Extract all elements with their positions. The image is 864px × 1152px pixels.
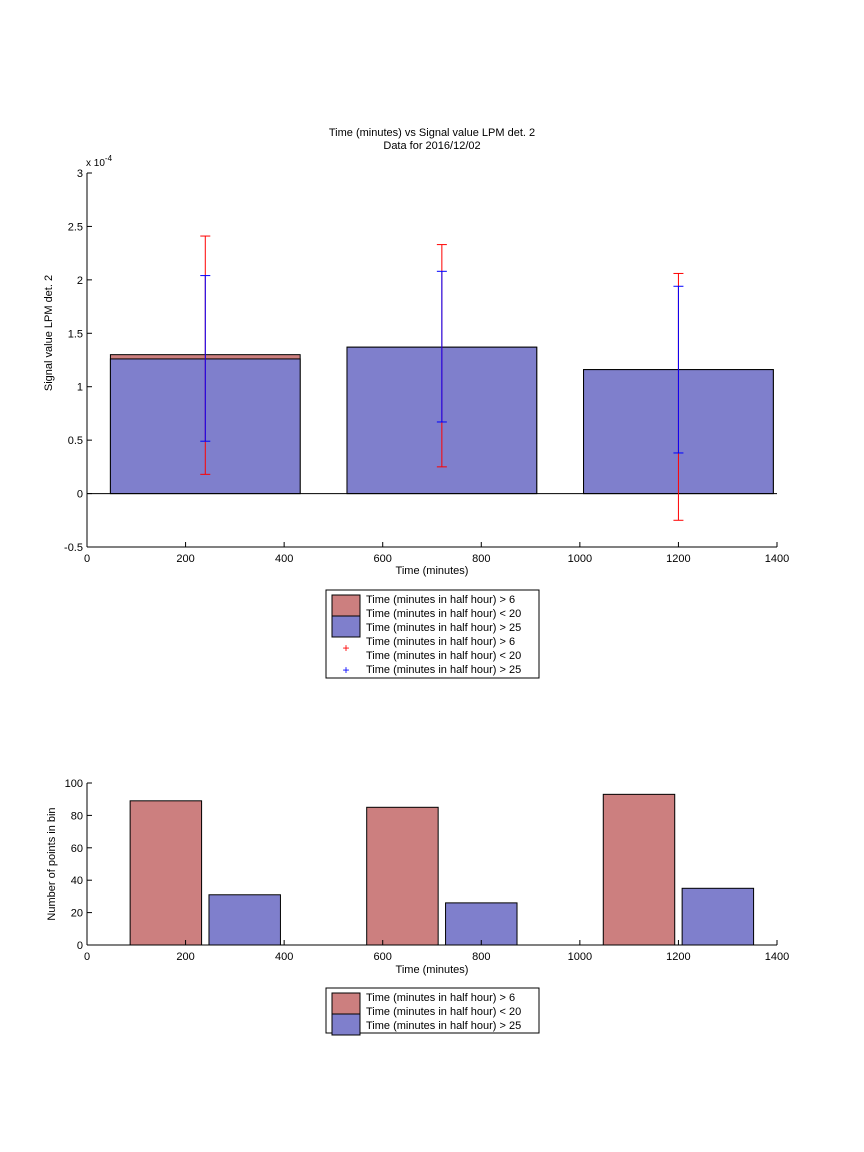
count-bar-blue	[208, 894, 281, 946]
count-bar-red	[366, 806, 439, 946]
chart1-legend-box	[325, 589, 540, 679]
chart2-x-tick-label: 1000	[568, 951, 592, 963]
chart1-legend-swatch-blue	[331, 615, 361, 638]
chart1-y-axis-label: Signal value LPM det. 2	[43, 275, 55, 391]
chart1-title: Time (minutes) vs Signal value LPM det. …	[329, 127, 535, 139]
chart1-subtitle: Data for 2016/12/02	[383, 140, 480, 152]
count-bar-blue	[681, 887, 755, 946]
chart1-y-tick-label: 3	[77, 168, 83, 180]
chart2-x-tick-label: 1400	[765, 951, 789, 963]
chart1-y-tick-label: 2	[77, 275, 83, 287]
chart2-y-axis-label: Number of points in bin	[46, 807, 58, 920]
chart1-x-axis-label: Time (minutes)	[396, 565, 469, 577]
chart1-legend-label-5: Time (minutes in half hour) < 20	[366, 650, 521, 662]
chart1-y-tick-label: 2.5	[68, 221, 83, 233]
chart2-y-tick-label: 20	[71, 908, 83, 920]
chart1-legend-marker-red: +	[342, 641, 349, 655]
chart1-x-tick-label: 800	[472, 553, 490, 565]
chart2-y-tick-label: 0	[77, 940, 83, 952]
chart2-legend: Time (minutes in half hour) > 6 Time (mi…	[325, 987, 540, 1036]
chart2-legend-swatch-red	[331, 992, 361, 1015]
chart2-legend-label-1: Time (minutes in half hour) > 6	[366, 992, 515, 1004]
chart1-x-tick-label: 600	[374, 553, 392, 565]
chart2-legend-label-3: Time (minutes in half hour) > 25	[366, 1020, 521, 1032]
chart1-x-tick-label: 0	[84, 553, 90, 565]
chart1-legend: Time (minutes in half hour) > 6 Time (mi…	[325, 589, 540, 679]
chart2-x-axis-label: Time (minutes)	[396, 964, 469, 976]
chart2-legend-label-2: Time (minutes in half hour) < 20	[366, 1006, 521, 1018]
chart2-x-tick-label: 600	[374, 951, 392, 963]
chart1-y-exponent-base: x 10	[86, 158, 105, 169]
chart1-x-tick-label: 200	[176, 553, 194, 565]
chart2-legend-box	[325, 987, 540, 1034]
chart2-y-tick-label: 40	[71, 875, 83, 887]
chart2-axes: 0 200 400 600 800 1000 1200 1400 0 20 40 60 80 100	[65, 778, 790, 963]
chart2-x-tick-label: 1200	[666, 951, 690, 963]
chart1-y-exponent-power: -4	[105, 154, 113, 163]
chart1-legend-label-1: Time (minutes in half hour) > 6	[366, 594, 515, 606]
chart1-y-tick-label: -0.5	[64, 542, 83, 554]
chart1-axes: 0 200 400 600 800 1000 1200 1400-0.500.511.522.…	[64, 168, 789, 565]
chart1-y-tick-label: 0	[77, 489, 83, 501]
chart1-legend-label-2: Time (minutes in half hour) < 20	[366, 608, 521, 620]
chart1-legend-swatch-red	[331, 594, 361, 617]
chart1-legend-label-4: Time (minutes in half hour) > 6	[366, 636, 515, 648]
chart1-x-tick-label: 1200	[666, 553, 690, 565]
chart1-x-tick-label: 1000	[568, 553, 592, 565]
chart1-y-tick-label: 1.5	[68, 328, 83, 340]
chart1-legend-marker-blue: +	[342, 663, 349, 677]
count-bar-blue	[445, 902, 518, 946]
chart1-y-exponent: x 10-4	[86, 154, 113, 169]
chart1-x-tick-label: 400	[275, 553, 293, 565]
chart1-legend-label-6: Time (minutes in half hour) > 25	[366, 664, 521, 676]
chart2-bars	[129, 793, 755, 946]
chart1-bars	[87, 346, 777, 495]
chart2-legend-swatch-blue	[331, 1013, 361, 1036]
chart2-y-tick-label: 60	[71, 843, 83, 855]
chart2-x-tick-label: 400	[275, 951, 293, 963]
chart2-y-tick-label: 100	[65, 778, 83, 790]
chart2-x-tick-label: 800	[472, 951, 490, 963]
chart1-x-tick-label: 1400	[765, 553, 789, 565]
chart1-y-tick-label: 0.5	[68, 435, 83, 447]
chart1-y-tick-label: 1	[77, 382, 83, 394]
chart1-legend-label-3: Time (minutes in half hour) > 25	[366, 622, 521, 634]
chart2-y-tick-label: 80	[71, 810, 83, 822]
chart1-error-bars	[200, 235, 684, 521]
count-bar-red	[602, 793, 676, 946]
chart2-x-tick-label: 0	[84, 951, 90, 963]
count-bar-red	[129, 800, 203, 946]
chart2-x-tick-label: 200	[176, 951, 194, 963]
